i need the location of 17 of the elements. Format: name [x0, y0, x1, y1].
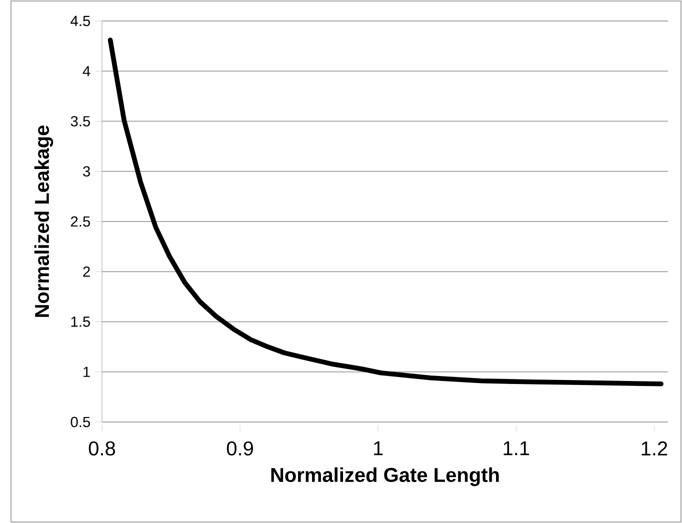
y-tick-label: 1 — [84, 366, 90, 377]
x-tick-label: 1.1 — [504, 441, 530, 456]
x-tick-label: 1 — [374, 441, 383, 456]
y-tick-label: 1.5 — [71, 316, 90, 327]
y-tick-label: 3.5 — [70, 116, 90, 126]
x-tick-label: 0.8 — [88, 441, 116, 456]
x-tick-label: 1.2 — [642, 441, 668, 456]
y-tick-label: 3 — [83, 166, 90, 177]
y-tick-label: 4 — [82, 66, 90, 76]
y-tick-label: 0.5 — [70, 416, 90, 428]
x-axis-title: Normalized Gate Length — [271, 467, 499, 486]
line-series — [108, 38, 664, 386]
y-tick-label: 2 — [83, 266, 90, 277]
y-tick-label: 2.5 — [70, 216, 90, 227]
y-axis-title: Normalized Leakage — [34, 126, 54, 317]
x-tick-label: 0.9 — [226, 441, 253, 456]
y-tick-label: 4.5 — [70, 16, 90, 26]
